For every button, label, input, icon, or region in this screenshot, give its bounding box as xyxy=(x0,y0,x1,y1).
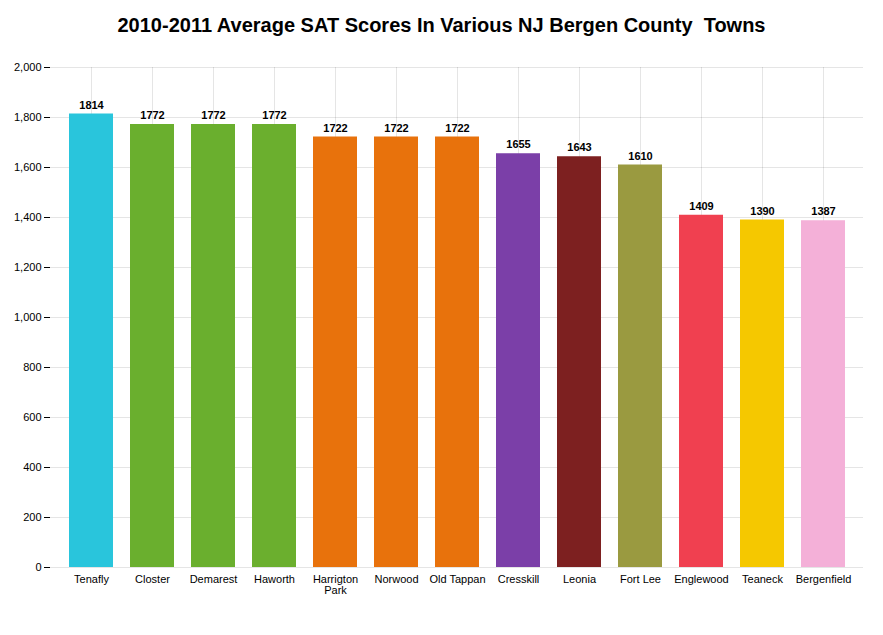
svg-text:1772: 1772 xyxy=(140,109,164,121)
svg-text:1643: 1643 xyxy=(567,141,591,153)
svg-text:1722: 1722 xyxy=(445,122,469,134)
svg-text:Cresskill: Cresskill xyxy=(498,573,540,585)
html-text:2010-2011 Average SAT Scores I: 2010-2011 Average SAT Scores In Various … xyxy=(117,14,766,36)
svg-text:1655: 1655 xyxy=(506,138,530,150)
svg-text:600: 600 xyxy=(23,411,41,423)
svg-text:1722: 1722 xyxy=(323,122,347,134)
svg-text:Leonia: Leonia xyxy=(563,573,597,585)
svg-text:Closter: Closter xyxy=(135,573,170,585)
svg-text:400: 400 xyxy=(23,461,41,473)
svg-text:Teaneck: Teaneck xyxy=(742,573,783,585)
svg-text:1610: 1610 xyxy=(628,150,652,162)
svg-text:Fort Lee: Fort Lee xyxy=(620,573,661,585)
svg-text:1772: 1772 xyxy=(201,109,225,121)
svg-text:1722: 1722 xyxy=(384,122,408,134)
svg-text:1387: 1387 xyxy=(811,205,835,217)
svg-text:Norwood: Norwood xyxy=(374,573,418,585)
svg-text:HarrigtonPark: HarrigtonPark xyxy=(313,573,358,596)
svg-text:200: 200 xyxy=(23,511,41,523)
svg-text:Haworth: Haworth xyxy=(254,573,295,585)
svg-text:1814: 1814 xyxy=(79,99,104,111)
svg-text:800: 800 xyxy=(23,361,41,373)
svg-text:Old Tappan: Old Tappan xyxy=(429,573,485,585)
svg-text:1409: 1409 xyxy=(689,200,713,212)
svg-text:0: 0 xyxy=(35,561,41,573)
svg-text:1,600: 1,600 xyxy=(14,161,42,173)
svg-text:1,000: 1,000 xyxy=(14,311,42,323)
svg-text:1390: 1390 xyxy=(750,205,774,217)
svg-text:Demarest: Demarest xyxy=(190,573,238,585)
svg-text:Englewood: Englewood xyxy=(674,573,728,585)
svg-text:1,200: 1,200 xyxy=(14,261,42,273)
svg-text:1,800: 1,800 xyxy=(14,111,42,123)
svg-text:Bergenfield: Bergenfield xyxy=(796,573,852,585)
svg-text:Tenafly: Tenafly xyxy=(74,573,109,585)
svg-text:1,400: 1,400 xyxy=(14,211,42,223)
svg-text:2,000: 2,000 xyxy=(14,61,42,73)
svg-text:1772: 1772 xyxy=(262,109,286,121)
